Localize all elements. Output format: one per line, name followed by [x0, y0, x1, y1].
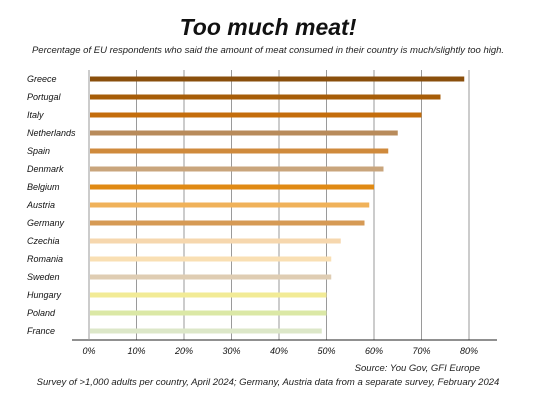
x-tick-label: 80%: [460, 346, 478, 356]
bar: [90, 274, 332, 280]
category-label: Denmark: [27, 164, 64, 174]
x-tick-label: 40%: [270, 346, 288, 356]
category-label: Belgium: [27, 182, 60, 192]
x-tick-label: 30%: [222, 346, 240, 356]
bar: [90, 148, 389, 154]
source-note: Source: You Gov, GFI Europe: [354, 363, 480, 374]
category-label: Spain: [27, 146, 50, 156]
bar: [90, 166, 384, 172]
category-label: Poland: [27, 308, 56, 318]
category-label: Portugal: [27, 92, 62, 102]
x-tick-label: 70%: [412, 346, 430, 356]
bar: [90, 256, 332, 262]
bar: [90, 76, 465, 82]
bar: [90, 238, 341, 244]
x-tick-label: 60%: [365, 346, 383, 356]
category-label: Hungary: [27, 290, 62, 300]
x-tick-label: 0%: [82, 346, 95, 356]
category-label: Netherlands: [27, 128, 76, 138]
category-label: Greece: [27, 74, 57, 84]
category-label: Italy: [27, 110, 44, 120]
chart-subtitle: Percentage of EU respondents who said th…: [31, 45, 505, 56]
x-tick-label: 10%: [127, 346, 145, 356]
category-label: Sweden: [27, 272, 60, 282]
category-label: France: [27, 326, 55, 336]
category-label: Austria: [26, 200, 55, 210]
bar: [90, 220, 365, 226]
bar: [90, 202, 370, 208]
bar: [90, 112, 422, 118]
category-label: Germany: [27, 218, 65, 228]
category-label: Romania: [27, 254, 63, 264]
category-label: Czechia: [27, 236, 60, 246]
bar: [90, 184, 374, 190]
x-tick-label: 20%: [174, 346, 193, 356]
bar: [90, 292, 327, 298]
bar: [90, 310, 327, 316]
survey-note: Survey of >1,000 adults per country, Apr…: [36, 377, 500, 388]
bar: [90, 328, 322, 334]
x-tick-label: 50%: [317, 346, 335, 356]
chart-title: Too much meat!: [179, 14, 357, 40]
bar: [90, 130, 398, 136]
bar: [90, 94, 441, 100]
